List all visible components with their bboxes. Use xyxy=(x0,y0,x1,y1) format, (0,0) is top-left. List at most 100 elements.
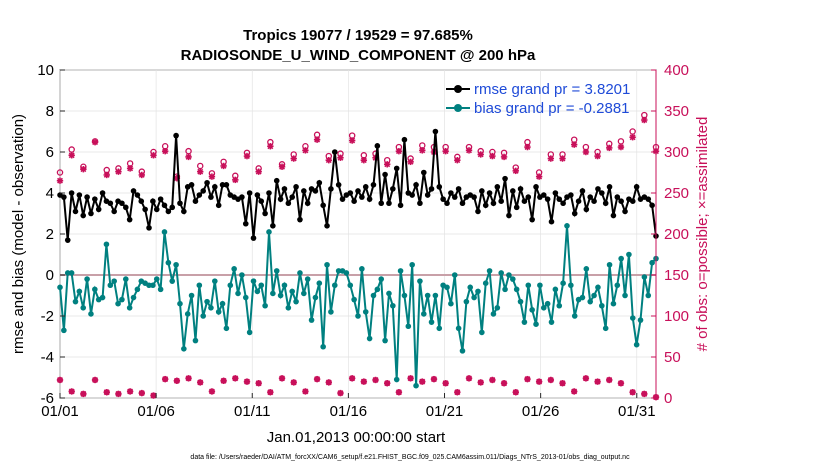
obs-bottom-assimilated-marker xyxy=(232,375,239,382)
rmse-point xyxy=(281,186,288,192)
obs-assimilated-marker xyxy=(255,168,262,175)
rmse-point xyxy=(270,223,276,229)
rmse-point xyxy=(134,192,141,198)
bias-point xyxy=(448,300,454,307)
y-tick-label: 10 xyxy=(37,62,54,79)
obs-bottom-assimilated-marker xyxy=(138,389,146,397)
rmse-point xyxy=(583,206,590,213)
rmse-point xyxy=(181,208,187,215)
bias-point xyxy=(432,292,439,299)
bias-point xyxy=(192,337,199,344)
rmse-point xyxy=(99,190,106,196)
rmse-point xyxy=(448,190,454,196)
bias-point xyxy=(378,276,385,282)
obs-assimilated-marker xyxy=(208,173,216,180)
obs-bottom-assimilated-marker xyxy=(500,380,508,387)
bias-point xyxy=(351,296,357,303)
rmse-point xyxy=(529,216,535,223)
rmse-point xyxy=(479,188,485,194)
obs-assimilated-marker xyxy=(91,138,99,146)
bias-point xyxy=(212,278,218,284)
bias-point xyxy=(119,296,125,303)
obs-bottom-assimilated-marker xyxy=(535,378,543,385)
rmse-point xyxy=(223,182,230,188)
bias-point xyxy=(451,272,458,278)
obs-bottom-assimilated-marker xyxy=(197,379,204,386)
bias-point xyxy=(320,343,326,350)
rmse-point xyxy=(622,208,628,215)
bias-point xyxy=(111,278,117,284)
rmse-point xyxy=(510,188,516,194)
bias-point xyxy=(246,329,253,336)
bias-point xyxy=(436,325,443,332)
y-axis-label-right: # of obs: o=possible; ×=assimilated xyxy=(694,117,711,352)
obs-bottom-assimilated-marker xyxy=(547,376,555,384)
obs-bottom-assimilated-marker xyxy=(360,378,368,385)
rmse-point xyxy=(324,223,330,229)
rmse-point xyxy=(219,182,226,188)
legend-bias-label: bias grand pr = -0.2881 xyxy=(474,100,630,117)
obs-assimilated-marker xyxy=(594,152,601,160)
rmse-point xyxy=(486,190,493,196)
rmse-point xyxy=(301,188,307,194)
obs-assimilated-marker xyxy=(454,157,461,164)
rmse-point xyxy=(169,204,176,211)
obs-assimilated-marker xyxy=(220,162,227,170)
rmse-point xyxy=(351,198,357,204)
rmse-point xyxy=(277,196,284,202)
bias-point xyxy=(513,286,520,293)
rmse-point xyxy=(506,212,512,219)
bias-point xyxy=(510,276,516,282)
rmse-point xyxy=(331,149,338,155)
obs-assimilated-marker xyxy=(500,153,508,161)
y-axis-label-left: rmse and bias (model - observation) xyxy=(10,114,27,354)
rmse-point xyxy=(92,196,98,202)
bias-point xyxy=(80,305,87,311)
bias-point xyxy=(107,282,114,289)
bias-point xyxy=(459,348,466,354)
bias-point xyxy=(471,294,477,301)
bias-point xyxy=(343,270,350,276)
x-tick-label: 01/26 xyxy=(522,403,560,420)
bias-point xyxy=(239,272,245,278)
bias-point xyxy=(405,323,412,330)
bias-point xyxy=(610,300,617,307)
obs-bottom-assimilated-marker xyxy=(115,390,122,398)
obs-assimilated-marker xyxy=(126,165,134,172)
rmse-point xyxy=(122,204,129,211)
rmse-point xyxy=(84,194,90,200)
bias-point xyxy=(649,259,655,266)
rmse-point xyxy=(548,218,555,225)
bias-point xyxy=(587,298,594,305)
obs-bottom-assimilated-marker xyxy=(454,389,461,396)
bias-point xyxy=(266,229,272,235)
bias-point xyxy=(583,266,590,272)
bias-point xyxy=(482,280,489,287)
rmse-point xyxy=(575,198,582,204)
rmse-point xyxy=(80,212,87,219)
bias-point xyxy=(618,255,624,262)
rmse-point xyxy=(68,190,75,196)
obs-bottom-assimilated-marker xyxy=(337,389,344,397)
bias-point xyxy=(297,270,303,276)
obs-assimilated-marker xyxy=(103,171,110,179)
y-tick-label: 4 xyxy=(46,185,54,202)
rmse-point xyxy=(494,184,501,190)
bias-point xyxy=(146,282,152,289)
bias-point xyxy=(273,268,280,274)
rmse-point xyxy=(440,196,446,202)
rmse-point xyxy=(212,184,218,190)
rmse-point xyxy=(401,136,408,143)
legend: rmse grand pr = 3.8201 bias grand pr = -… xyxy=(446,81,630,117)
bias-point xyxy=(374,286,381,293)
bias-point xyxy=(165,259,172,266)
rmse-point xyxy=(386,200,392,207)
rmse-point xyxy=(339,196,346,202)
rmse-point xyxy=(393,165,400,172)
chart-subtitle: RADIOSONDE_U_WIND_COMPONENT @ 200 hPa xyxy=(181,47,536,64)
bias-point xyxy=(250,278,257,284)
rmse-point xyxy=(107,200,114,207)
rmse-point xyxy=(382,171,388,178)
bias-point xyxy=(88,311,94,317)
